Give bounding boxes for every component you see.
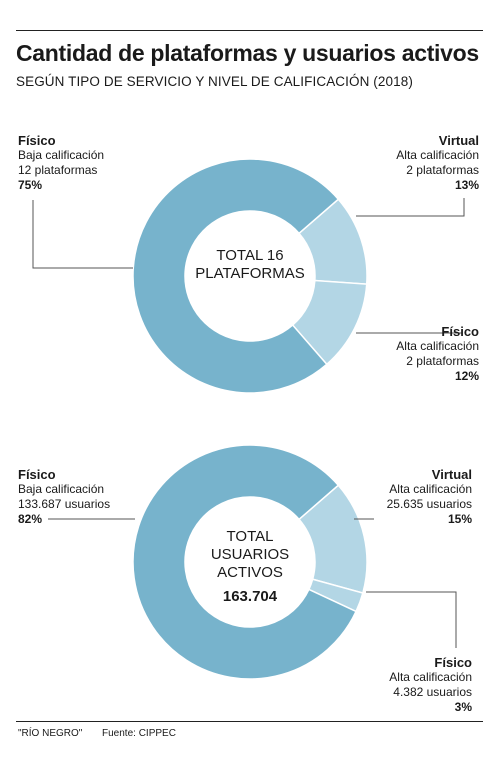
platforms-donut — [132, 158, 368, 394]
label-fisico-baja-users: Físico Baja calificación 133.687 usuario… — [18, 467, 110, 527]
slice-level: Alta calificación — [396, 339, 479, 353]
center-line: PLATAFORMAS — [195, 265, 305, 282]
slice-percent: 82% — [18, 512, 43, 526]
slice-count: 4.382 usuarios — [393, 685, 472, 699]
label-fisico-baja-platforms: Físico Baja calificación 12 plataformas … — [18, 133, 104, 193]
footer-source: Fuente: CIPPEC — [102, 728, 176, 739]
slice-fisico-baja — [132, 444, 358, 680]
label-fisico-alta-platforms: Físico Alta calificación 2 plataformas 1… — [396, 324, 479, 384]
center-line: ACTIVOS — [217, 564, 283, 581]
slice-percent: 15% — [447, 512, 472, 526]
label-virtual-alta-users: Virtual Alta calificación 25.635 usuario… — [387, 467, 472, 527]
slice-count: 2 plataformas — [406, 354, 479, 368]
slice-category: Físico — [434, 655, 472, 670]
center-value: 163.704 — [222, 588, 278, 605]
users-center-label: TOTAL USUARIOS ACTIVOS 163.704 — [180, 528, 320, 606]
slice-category: Físico — [18, 133, 56, 148]
platforms-center-label: TOTAL 16 PLATAFORMAS — [180, 247, 320, 283]
slice-percent: 12% — [454, 369, 479, 383]
slice-fisico-baja — [132, 158, 340, 394]
users-donut — [132, 444, 368, 680]
slice-level: Alta calificación — [396, 148, 479, 162]
bottom-rule — [16, 721, 483, 722]
leader-virtual-alta-platforms — [356, 198, 465, 217]
slice-category: Virtual — [431, 467, 472, 482]
center-line: TOTAL — [226, 528, 274, 545]
slice-count: 12 plataformas — [18, 163, 98, 177]
slice-level: Baja calificación — [18, 482, 105, 496]
slice-category: Físico — [18, 467, 56, 482]
slice-count: 25.635 usuarios — [386, 497, 472, 511]
chart-title: Cantidad de plataformas y usuarios activ… — [16, 40, 479, 66]
slice-percent: 75% — [18, 178, 43, 192]
slice-percent: 13% — [454, 178, 479, 192]
slice-category: Virtual — [438, 133, 479, 148]
chart-subtitle: SEGÚN TIPO DE SERVICIO Y NIVEL DE CALIFI… — [16, 74, 413, 89]
label-fisico-alta-users: Físico Alta calificación 4.382 usuarios … — [389, 655, 472, 715]
leader-lines — [32, 198, 465, 648]
slice-percent: 3% — [454, 700, 472, 714]
center-line: TOTAL 16 — [216, 247, 284, 264]
footer-credit: "RÍO NEGRO" — [18, 728, 83, 739]
slice-level: Alta calificación — [389, 482, 472, 496]
slice-level: Baja calificación — [18, 148, 105, 162]
slice-count: 2 plataformas — [406, 163, 479, 177]
slice-level: Alta calificación — [389, 670, 472, 684]
center-line: USUARIOS — [210, 546, 290, 563]
slice-count: 133.687 usuarios — [18, 497, 111, 511]
leader-fisico-baja-platforms — [32, 200, 133, 269]
top-rule — [16, 30, 483, 31]
leader-fisico-alta-users — [366, 591, 457, 648]
slice-category: Físico — [441, 324, 479, 339]
label-virtual-alta-platforms: Virtual Alta calificación 2 plataformas … — [396, 133, 479, 193]
